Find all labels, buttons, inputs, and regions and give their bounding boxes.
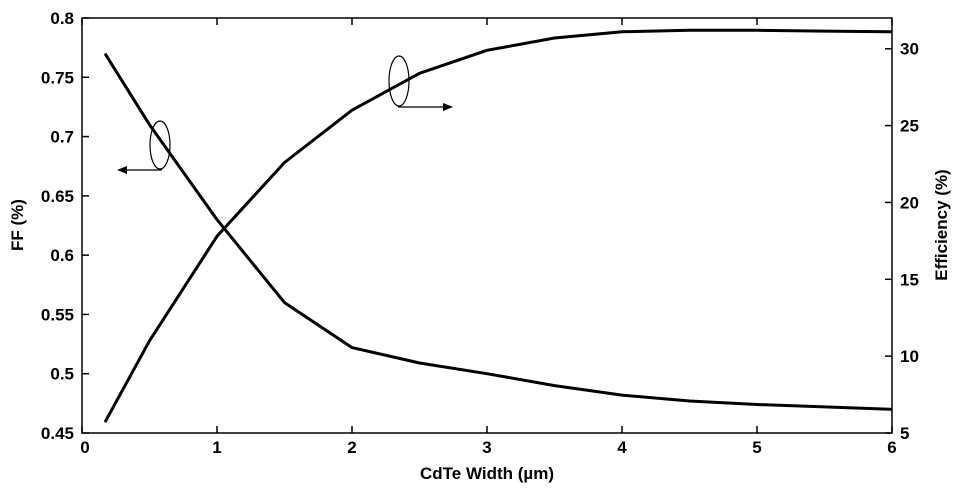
ff-curve-marker-ellipse [149,120,171,170]
plot-frame [81,17,893,434]
left-y-axis-title: FF (%) [8,199,27,251]
right-y-tick-label: 20 [900,193,919,212]
x-tick-label: 6 [887,438,896,457]
right-y-tick-label: 5 [900,424,909,443]
left-y-axis-ticks: 0.45 0.5 0.55 0.6 0.65 0.7 0.75 0.8 [41,9,89,443]
x-axis-title: CdTe Width (µm) [420,464,554,483]
left-y-tick-label: 0.75 [41,68,74,87]
left-y-tick-label: 0.7 [50,128,74,147]
efficiency-right-axis-arrow-head [443,103,453,111]
plot-frame-group [81,17,893,434]
right-y-tick-label: 15 [900,270,919,289]
x-tick-label: 0 [80,438,89,457]
annotations [117,55,453,174]
x-tick-label: 1 [212,438,221,457]
ff-series-line [103,52,893,411]
x-axis-ticks: 0 1 2 3 4 5 6 [80,18,897,457]
series-group [103,28,893,423]
right-y-tick-label: 25 [900,117,919,136]
efficiency-series-line [103,28,893,423]
right-y-axis-title: Efficiency (%) [932,169,951,280]
left-y-tick-label: 0.8 [50,9,74,28]
left-y-tick-label: 0.55 [41,305,74,324]
efficiency-curve-marker-ellipse [388,55,410,107]
x-tick-label: 2 [347,438,356,457]
left-y-tick-label: 0.65 [41,187,74,206]
left-y-tick-label: 0.45 [41,424,74,443]
right-y-axis-ticks: 5 10 15 20 25 30 [885,40,919,443]
left-y-tick-label: 0.5 [50,365,74,384]
right-y-tick-label: 10 [900,347,919,366]
right-y-tick-label: 30 [900,40,919,59]
x-tick-label: 5 [752,438,761,457]
x-tick-label: 3 [482,438,491,457]
x-tick-label: 4 [617,438,627,457]
ff-left-axis-arrow-head [117,166,127,174]
left-y-tick-label: 0.6 [50,246,74,265]
